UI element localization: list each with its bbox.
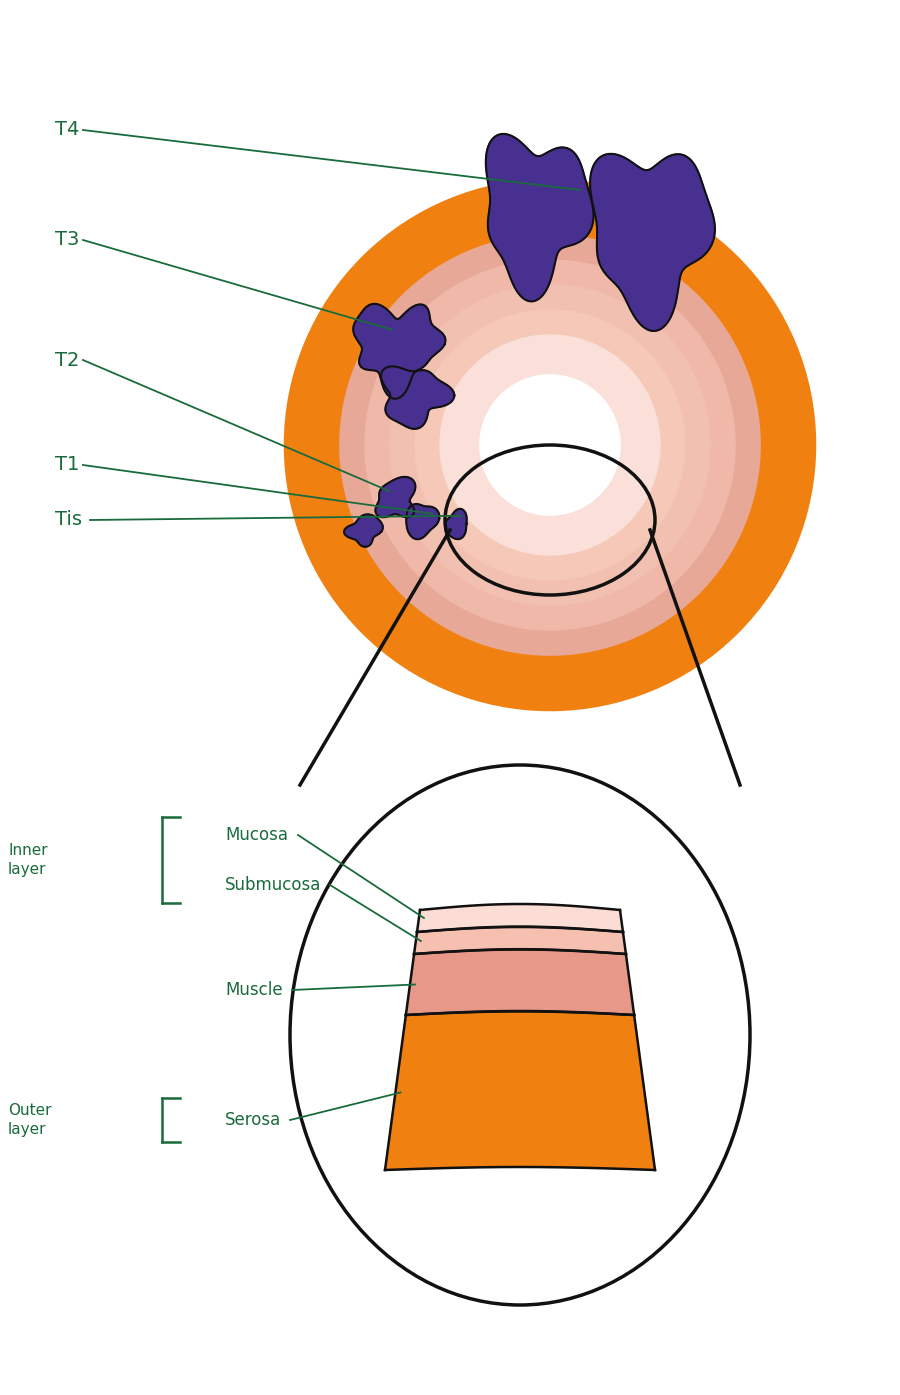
Circle shape [415,310,685,580]
Polygon shape [414,926,626,954]
Circle shape [440,335,660,555]
Polygon shape [381,367,454,428]
Text: Muscle: Muscle [225,981,283,999]
Polygon shape [385,1011,655,1170]
Polygon shape [417,904,623,932]
Ellipse shape [290,764,750,1304]
Text: Outer
layer: Outer layer [8,1102,51,1137]
Polygon shape [486,134,593,301]
Polygon shape [375,477,416,518]
Polygon shape [590,153,715,331]
Polygon shape [353,304,446,399]
Circle shape [285,180,815,710]
Polygon shape [406,949,634,1016]
Circle shape [480,375,620,515]
Text: T1: T1 [55,456,79,474]
Text: Inner
layer: Inner layer [8,843,48,877]
Polygon shape [344,515,382,547]
Text: Submucosa: Submucosa [225,876,321,894]
Text: T3: T3 [55,230,79,250]
Polygon shape [406,504,439,540]
Text: Serosa: Serosa [225,1110,281,1129]
Text: T4: T4 [55,120,79,140]
Circle shape [390,285,710,605]
Polygon shape [445,509,467,540]
Text: Tis: Tis [55,511,82,530]
Text: Mucosa: Mucosa [225,826,288,844]
Circle shape [340,234,760,656]
Circle shape [365,259,735,631]
Text: T2: T2 [55,350,79,370]
